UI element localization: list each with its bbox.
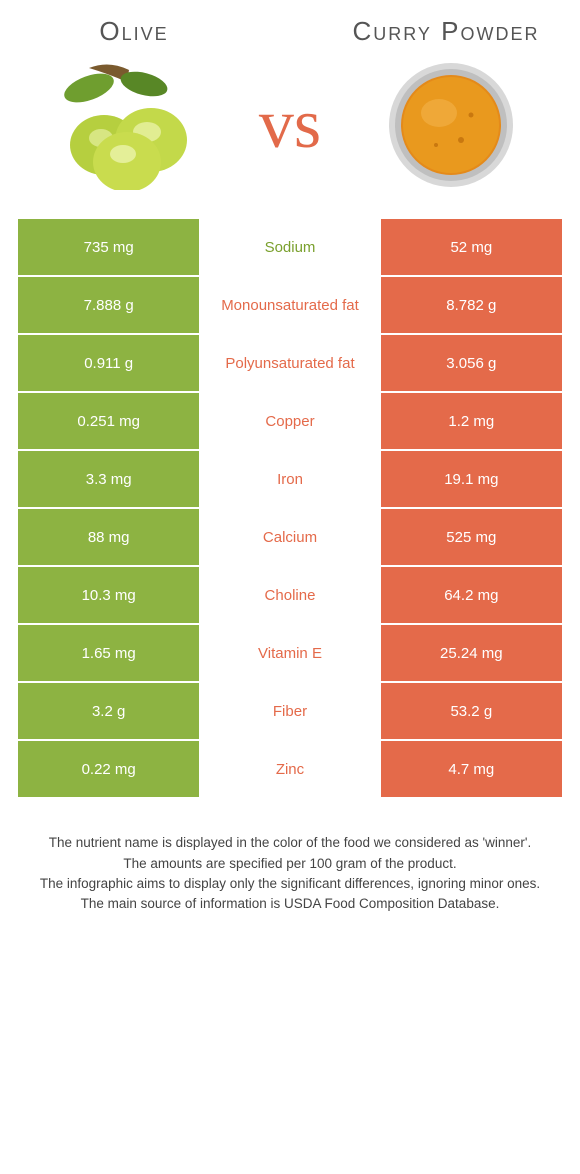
right-value: 4.7 mg [381, 741, 562, 797]
table-row: 735 mgSodium52 mg [18, 219, 562, 275]
right-value: 3.056 g [381, 335, 562, 391]
right-value: 1.2 mg [381, 393, 562, 449]
left-value: 3.3 mg [18, 451, 199, 507]
left-value: 88 mg [18, 509, 199, 565]
nutrient-name: Copper [199, 393, 380, 449]
left-value: 7.888 g [18, 277, 199, 333]
nutrient-name: Sodium [199, 219, 380, 275]
left-value: 1.65 mg [18, 625, 199, 681]
footer-line: The main source of information is USDA F… [32, 894, 548, 914]
comparison-infographic: Olive Curry Powder vs [0, 0, 580, 944]
footer-notes: The nutrient name is displayed in the co… [18, 833, 562, 914]
table-row: 0.251 mgCopper1.2 mg [18, 393, 562, 449]
footer-line: The nutrient name is displayed in the co… [32, 833, 548, 853]
right-value: 19.1 mg [381, 451, 562, 507]
left-value: 735 mg [18, 219, 199, 275]
nutrient-name: Zinc [199, 741, 380, 797]
left-value: 0.251 mg [18, 393, 199, 449]
right-value: 52 mg [381, 219, 562, 275]
table-row: 10.3 mgCholine64.2 mg [18, 567, 562, 623]
left-value: 0.911 g [18, 335, 199, 391]
left-value: 3.2 g [18, 683, 199, 739]
left-value: 10.3 mg [18, 567, 199, 623]
table-row: 88 mgCalcium525 mg [18, 509, 562, 565]
nutrient-name: Iron [199, 451, 380, 507]
table-row: 7.888 gMonounsaturated fat8.782 g [18, 277, 562, 333]
table-row: 0.911 gPolyunsaturated fat3.056 g [18, 335, 562, 391]
right-value: 525 mg [381, 509, 562, 565]
nutrient-name: Calcium [199, 509, 380, 565]
right-value: 64.2 mg [381, 567, 562, 623]
footer-line: The infographic aims to display only the… [32, 874, 548, 894]
nutrient-name: Vitamin E [199, 625, 380, 681]
title-left: Olive [18, 18, 250, 45]
comparison-table: 735 mgSodium52 mg7.888 gMonounsaturated … [18, 219, 562, 797]
right-value: 8.782 g [381, 277, 562, 333]
table-row: 1.65 mgVitamin E25.24 mg [18, 625, 562, 681]
header-row: Olive Curry Powder [18, 18, 562, 45]
nutrient-name: Monounsaturated fat [199, 277, 380, 333]
nutrient-name: Polyunsaturated fat [199, 335, 380, 391]
table-row: 3.2 gFiber53.2 g [18, 683, 562, 739]
footer-line: The amounts are specified per 100 gram o… [32, 854, 548, 874]
nutrient-name: Choline [199, 567, 380, 623]
table-row: 3.3 mgIron19.1 mg [18, 451, 562, 507]
title-right: Curry Powder [330, 18, 562, 45]
table-row: 0.22 mgZinc4.7 mg [18, 741, 562, 797]
images-row: vs [18, 55, 562, 195]
right-value: 25.24 mg [381, 625, 562, 681]
nutrient-name: Fiber [199, 683, 380, 739]
olive-image [18, 60, 241, 190]
vs-label: vs [251, 90, 329, 160]
curry-image [339, 55, 562, 195]
right-value: 53.2 g [381, 683, 562, 739]
left-value: 0.22 mg [18, 741, 199, 797]
